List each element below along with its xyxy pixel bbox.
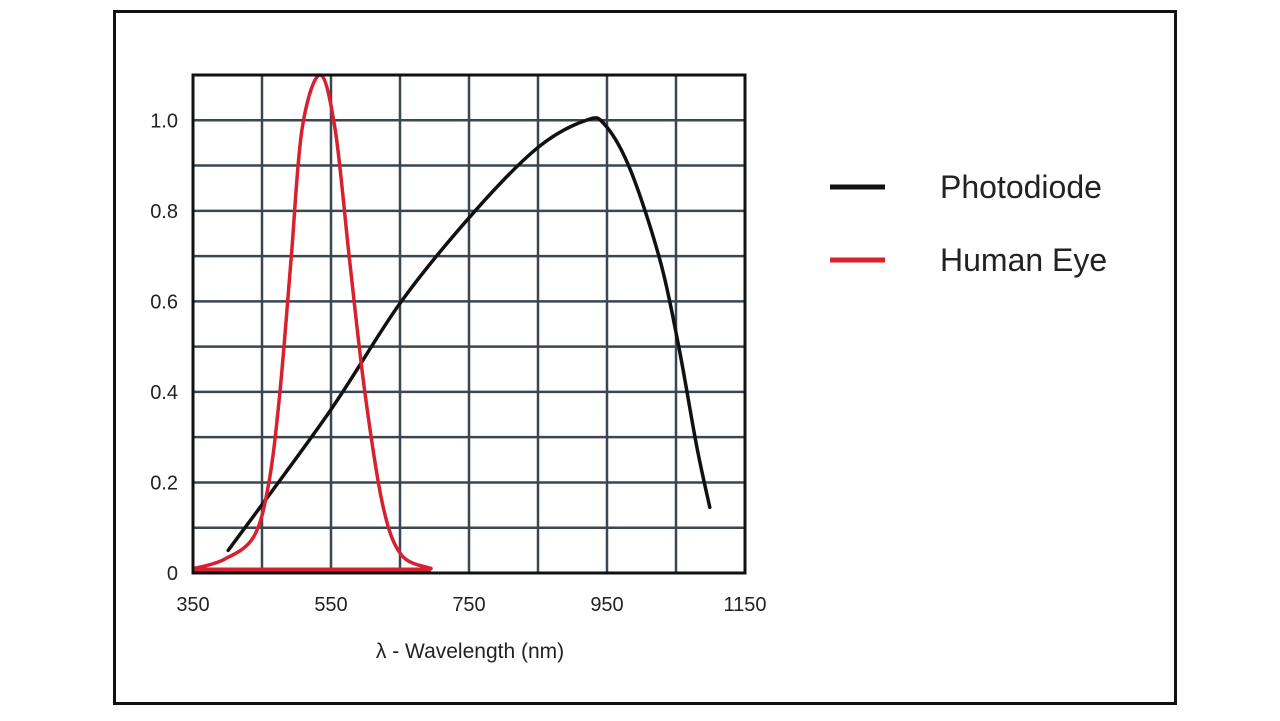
series-line-photodiode (226, 116, 712, 553)
y-tick-label: 0.6 (150, 291, 178, 313)
y-tick-label: 0.4 (150, 382, 178, 404)
x-tick-label: 750 (452, 594, 485, 616)
y-tick-label: 0 (167, 563, 178, 585)
x-tick-label: 950 (590, 594, 623, 616)
chart-frame (113, 10, 1177, 705)
series-line-human-eye (192, 73, 433, 571)
x-axis-label: λ - Wavelength (nm) (376, 640, 564, 663)
series-lines (192, 73, 712, 573)
y-tick-label: 0.2 (150, 472, 178, 494)
legend-label-photodiode: Photodiode (940, 169, 1102, 205)
grid (191, 73, 747, 575)
legend: Photodiode Human Eye (830, 169, 1107, 278)
plot-area-border (191, 73, 747, 575)
legend-label-human-eye: Human Eye (940, 242, 1107, 278)
y-tick-label: 1.0 (150, 110, 178, 132)
x-tick-label: 1150 (723, 594, 766, 616)
y-tick-labels: 0 0.2 0.4 0.6 0.8 1.0 (150, 110, 178, 585)
y-tick-label: 0.8 (150, 201, 178, 223)
x-tick-labels: 350 550 750 950 1150 (176, 594, 766, 616)
x-tick-label: 550 (314, 594, 347, 616)
x-tick-label: 350 (176, 594, 209, 616)
